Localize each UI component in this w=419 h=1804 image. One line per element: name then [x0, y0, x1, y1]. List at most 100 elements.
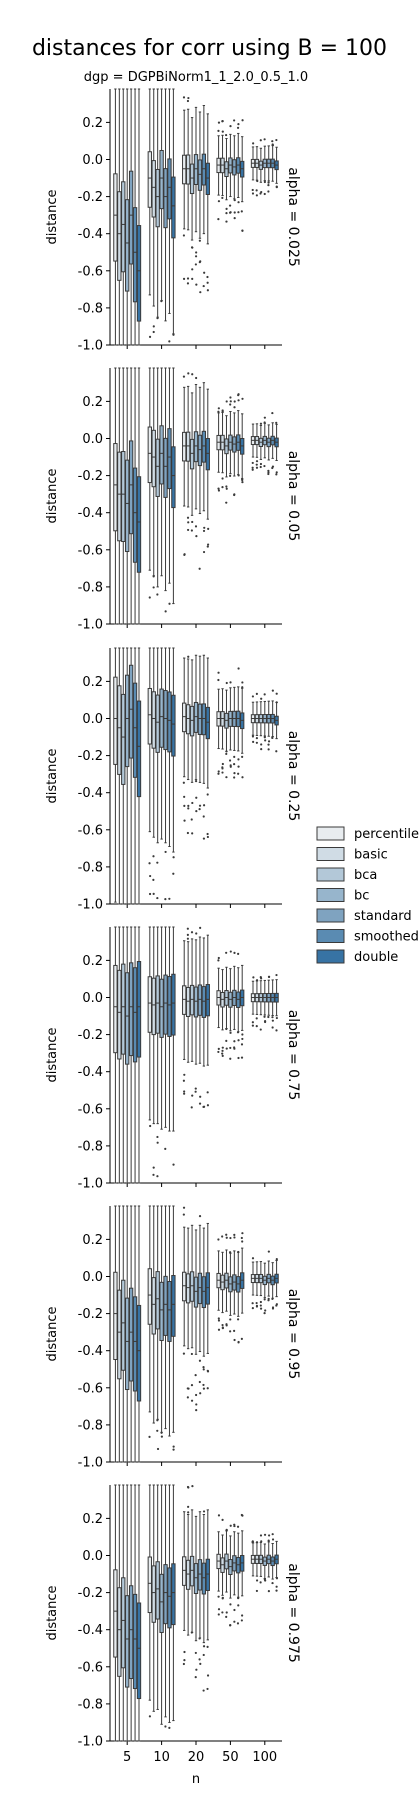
y-tick-label: -0.2 [78, 190, 103, 205]
panel-label: alpha = 0.25 [285, 731, 301, 822]
outlier-point [221, 1518, 224, 1521]
outlier-point [217, 1317, 220, 1320]
outlier-point [225, 212, 228, 215]
outlier-point [221, 1046, 224, 1049]
outlier-point [236, 1318, 240, 1321]
box [136, 700, 142, 798]
box [197, 159, 203, 191]
x-axis-label: n [192, 1772, 200, 1787]
outlier-point [207, 543, 210, 546]
outlier-point [198, 567, 201, 570]
box [151, 160, 156, 218]
box [147, 1556, 152, 1614]
outlier-point [233, 1338, 236, 1342]
outlier-point [182, 1213, 185, 1216]
outlier-point [237, 667, 240, 670]
outlier-point [229, 1330, 232, 1333]
outlier-point [240, 1513, 243, 1517]
outlier-point [233, 199, 236, 202]
outlier-point [233, 772, 236, 775]
outlier-point [190, 818, 193, 821]
box [193, 701, 199, 733]
outlier-point [259, 1534, 263, 1537]
outlier-point [156, 861, 159, 864]
outlier-point [152, 330, 155, 334]
outlier-point [237, 1340, 240, 1344]
y-tick-label: -0.2 [78, 469, 103, 484]
outlier-point [160, 300, 163, 303]
y-axis-label: distance [45, 1306, 60, 1361]
outlier-point [187, 655, 190, 658]
y-tick-label: -0.8 [78, 1139, 103, 1154]
outlier-point [267, 1539, 270, 1542]
y-tick-label: -0.4 [78, 1065, 103, 1080]
outlier-point [255, 692, 258, 695]
y-tick-label: 0.2 [82, 395, 103, 410]
outlier-point [172, 1163, 175, 1166]
box [205, 706, 210, 740]
outlier-point [156, 593, 159, 596]
outlier-point [217, 671, 220, 674]
outlier-point [186, 528, 190, 532]
outlier-point [187, 372, 190, 375]
outlier-point [187, 1505, 190, 1508]
box [159, 149, 164, 210]
outlier-point [241, 478, 244, 482]
outlier-point [186, 1485, 190, 1489]
outlier-point [240, 210, 243, 213]
box [136, 1304, 142, 1402]
outlier-point [275, 138, 278, 142]
outlier-point [206, 545, 209, 548]
y-tick-label: 0.0 [82, 1549, 103, 1564]
outlier-point [160, 1435, 163, 1438]
box [193, 154, 199, 186]
outlier-point [221, 486, 224, 489]
outlier-point [183, 819, 186, 822]
x-tick-label: 50 [222, 1750, 239, 1765]
outlier-point [183, 1090, 186, 1093]
outlier-point [195, 932, 198, 935]
outlier-point [225, 1027, 228, 1031]
outlier-point [255, 463, 258, 466]
box [151, 1277, 156, 1335]
outlier-point [229, 1031, 232, 1034]
outlier-point [255, 1017, 258, 1020]
outlier-point [263, 416, 266, 419]
outlier-point [267, 1534, 271, 1537]
outlier-point [217, 1047, 220, 1050]
outlier-point [186, 99, 190, 103]
outlier-point [264, 739, 267, 742]
legend-swatch [316, 888, 345, 902]
outlier-point [183, 1073, 186, 1076]
legend-swatch [316, 929, 345, 943]
outlier-point [168, 1726, 171, 1729]
outlier-point [241, 776, 244, 779]
outlier-point [271, 140, 274, 143]
outlier-point [149, 874, 152, 878]
y-tick-label: -0.6 [78, 1660, 103, 1675]
outlier-point [267, 472, 270, 476]
y-tick-label: -0.4 [78, 1623, 103, 1638]
chart-title: distances for corr using B = 100 [32, 36, 387, 61]
outlier-point [267, 184, 270, 187]
box [193, 986, 199, 1018]
outlier-point [233, 1040, 236, 1043]
outlier-point [191, 801, 194, 805]
box [121, 451, 126, 543]
outlier-point [168, 897, 171, 900]
outlier-point [187, 804, 190, 807]
outlier-point [225, 1615, 228, 1618]
box [113, 173, 118, 262]
outlier-point [221, 1052, 224, 1055]
outlier-point [221, 1596, 224, 1599]
outlier-point [275, 1258, 278, 1261]
outlier-point [275, 973, 278, 977]
outlier-point [186, 1396, 189, 1399]
outlier-point [156, 1175, 159, 1178]
outlier-point [237, 474, 240, 477]
panel-label: alpha = 0.75 [285, 1010, 301, 1101]
y-tick-label: -1.0 [78, 1456, 103, 1471]
outlier-point [221, 477, 224, 480]
outlier-point [182, 1352, 186, 1355]
outlier-point [271, 1581, 274, 1585]
